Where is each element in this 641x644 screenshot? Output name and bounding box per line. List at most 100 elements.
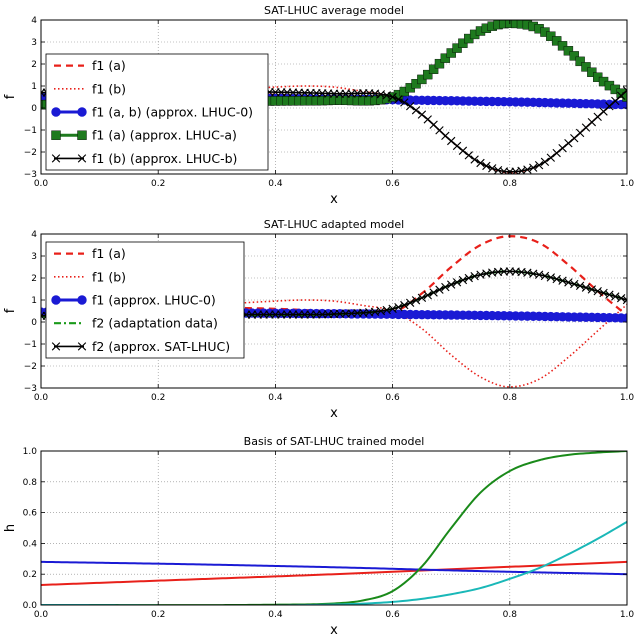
series-line-3 [41,451,627,605]
series-5-marker [411,106,421,115]
series-5-marker [394,302,403,312]
x-tick-label: 1.0 [620,393,635,403]
y-tick-label: 3 [31,38,37,48]
legend-entry: f1 (a) [92,246,126,261]
chart-title: SAT-LHUC adapted model [264,218,404,231]
series-5-marker [534,161,544,170]
chart-title: SAT-LHUC average model [264,4,404,17]
y-axis-label: h [3,524,18,532]
y-tick-label: 2 [31,60,37,70]
series-4-marker [551,36,562,46]
y-tick-label: 1.0 [23,447,38,457]
x-axis-label: x [330,406,338,421]
series-5-marker [488,164,497,173]
series-5-marker [411,296,421,305]
series-5-marker [593,287,602,296]
axes-frame [40,19,628,175]
y-tick-label: 0.2 [23,570,37,580]
y-tick-label: 1 [31,82,37,92]
tick-labels: 0.0 0.2 0.4 0.6 0.8 1.0 −3 −2 −1 0 1 2 3 4 [24,230,635,403]
x-axis-label: x [330,192,338,207]
y-tick-label: 0.4 [23,539,38,549]
series-5-marker [616,294,626,303]
series-5-marker [511,167,520,174]
series-line-1 [41,560,627,586]
x-tick-label: 0.6 [385,610,400,620]
series-5-marker [300,310,309,319]
legend-entry: f2 (adaptation data) [92,316,218,331]
legend: f1 (a) f1 (b) f1 (a, b) (approx. LHUC-0) f1… [45,53,269,171]
y-tick-label: −2 [24,148,37,158]
y-tick-label: −3 [24,384,37,394]
legend-marker [51,107,61,117]
series-5-marker [452,141,462,151]
series-5-marker [382,91,391,100]
series-4-marker [557,41,568,51]
series-5-marker [400,98,409,107]
series-5-marker [558,143,567,153]
x-tick-label: 0.4 [268,179,283,189]
series-5-marker [470,155,479,164]
series-5-marker [417,293,427,302]
series-5-marker [388,304,397,313]
legend-entry: f1 (b) [92,81,126,96]
series-line-2 [41,299,627,388]
series-5-marker [447,136,456,146]
series-5-marker [458,146,468,155]
x-tick-label: 0.8 [503,393,518,403]
series-5-marker [423,291,432,300]
legend-marker [77,154,87,163]
series-5-marker [540,157,550,167]
series-5-marker [271,310,280,319]
y-tick-label: −1 [24,340,37,350]
y-tick-label: −2 [24,362,37,372]
series-5-marker [464,273,473,283]
chart-title: Basis of SAT-LHUC trained model [244,435,425,448]
series-4-marker [575,56,585,67]
x-tick-label: 0.0 [34,610,49,620]
x-tick-label: 0.6 [385,179,400,189]
legend-marker [77,342,87,351]
series-5-marker [552,274,561,284]
series-5-marker [546,273,556,282]
legend-marker [51,295,61,305]
y-tick-label: 0.6 [23,509,38,519]
x-tick-label: 0.2 [151,179,165,189]
series-5-marker [394,95,403,104]
x-tick-label: 0.8 [503,179,518,189]
series-5-marker [605,290,614,299]
x-tick-label: 0.0 [34,393,49,403]
series-5-marker [400,300,409,310]
y-tick-label: 2 [31,274,37,284]
legend-entry: f1 (b) (approx. LHUC-b) [92,151,237,166]
x-tick-label: 0.2 [151,610,165,620]
series-5-marker [552,148,561,158]
legend-marker [77,130,87,140]
y-tick-label: 0.0 [23,601,38,611]
chart-panel-3: 0.0 0.2 0.4 0.6 0.8 1.0 0.0 0.2 0.4 0.6 0.8 1.0 Basi… [3,435,634,638]
series-5-marker [476,158,485,168]
series-4-marker [452,43,462,53]
legend: f1 (a) f1 (b) f1 (approx. LHUC-0) f2 (adapt… [45,241,245,359]
y-tick-label: 3 [31,252,37,262]
y-tick-label: 4 [31,16,37,26]
y-axis-label: f [3,94,18,99]
series-5-marker [464,151,473,160]
legend-entry: f1 (b) [92,269,126,284]
series-5-marker [447,280,456,289]
legend-marker [51,130,61,140]
y-axis-label: f [3,308,18,313]
legend-entry: f1 (a) (approx. LHUC-a) [92,128,237,143]
series-5-marker [482,161,491,171]
series-5-marker [611,292,620,301]
series-5-marker [388,92,397,102]
legend-marker [51,342,61,351]
legend-entry: f1 (a, b) (approx. LHUC-0) [92,105,253,120]
series-4-marker [581,62,591,72]
series-5-marker [405,298,415,307]
legend-marker [77,295,87,305]
series-5-marker [546,153,556,162]
y-tick-label: 1 [31,296,37,306]
chart-panel-1: 0.0 0.2 0.4 0.6 0.8 1.0 −3 −2 −1 0 1 2 3 4 SAT-LHUC av… [3,4,634,207]
